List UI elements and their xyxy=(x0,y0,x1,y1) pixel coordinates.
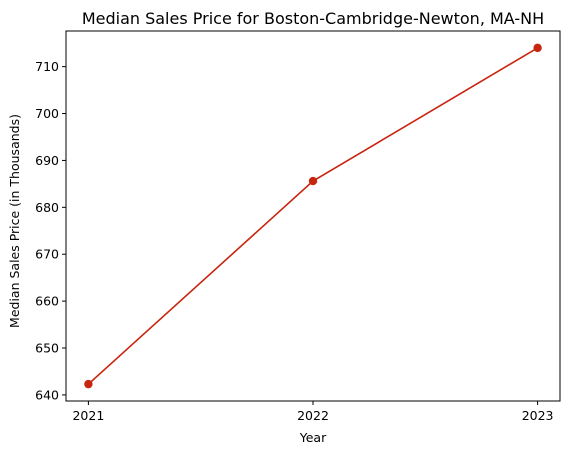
data-point xyxy=(308,176,318,186)
plot-area xyxy=(84,43,542,389)
x-tick-label: 2023 xyxy=(522,408,554,423)
chart-title: Median Sales Price for Boston-Cambridge-… xyxy=(82,9,544,28)
series-line xyxy=(87,47,539,385)
y-tick-label: 660 xyxy=(35,294,59,309)
x-tick-label: 2022 xyxy=(297,408,329,423)
y-axis: 640 650 660 670 680 690 700 710 xyxy=(35,59,66,402)
y-tick-label: 640 xyxy=(35,387,59,402)
y-axis-label: Median Sales Price (in Thousands) xyxy=(7,114,22,328)
y-tick-label: 650 xyxy=(35,341,59,356)
y-tick-label: 670 xyxy=(35,247,59,262)
x-axis: 2021 2022 2023 xyxy=(72,401,554,423)
x-axis-label: Year xyxy=(299,430,327,445)
y-tick-label: 710 xyxy=(35,59,59,74)
data-point xyxy=(84,379,93,389)
data-point xyxy=(533,43,542,53)
y-tick-label: 680 xyxy=(35,200,59,215)
plot-frame xyxy=(65,30,561,402)
x-tick-label: 2021 xyxy=(72,408,104,423)
y-tick-label: 700 xyxy=(35,106,59,121)
y-tick-label: 690 xyxy=(35,153,59,168)
